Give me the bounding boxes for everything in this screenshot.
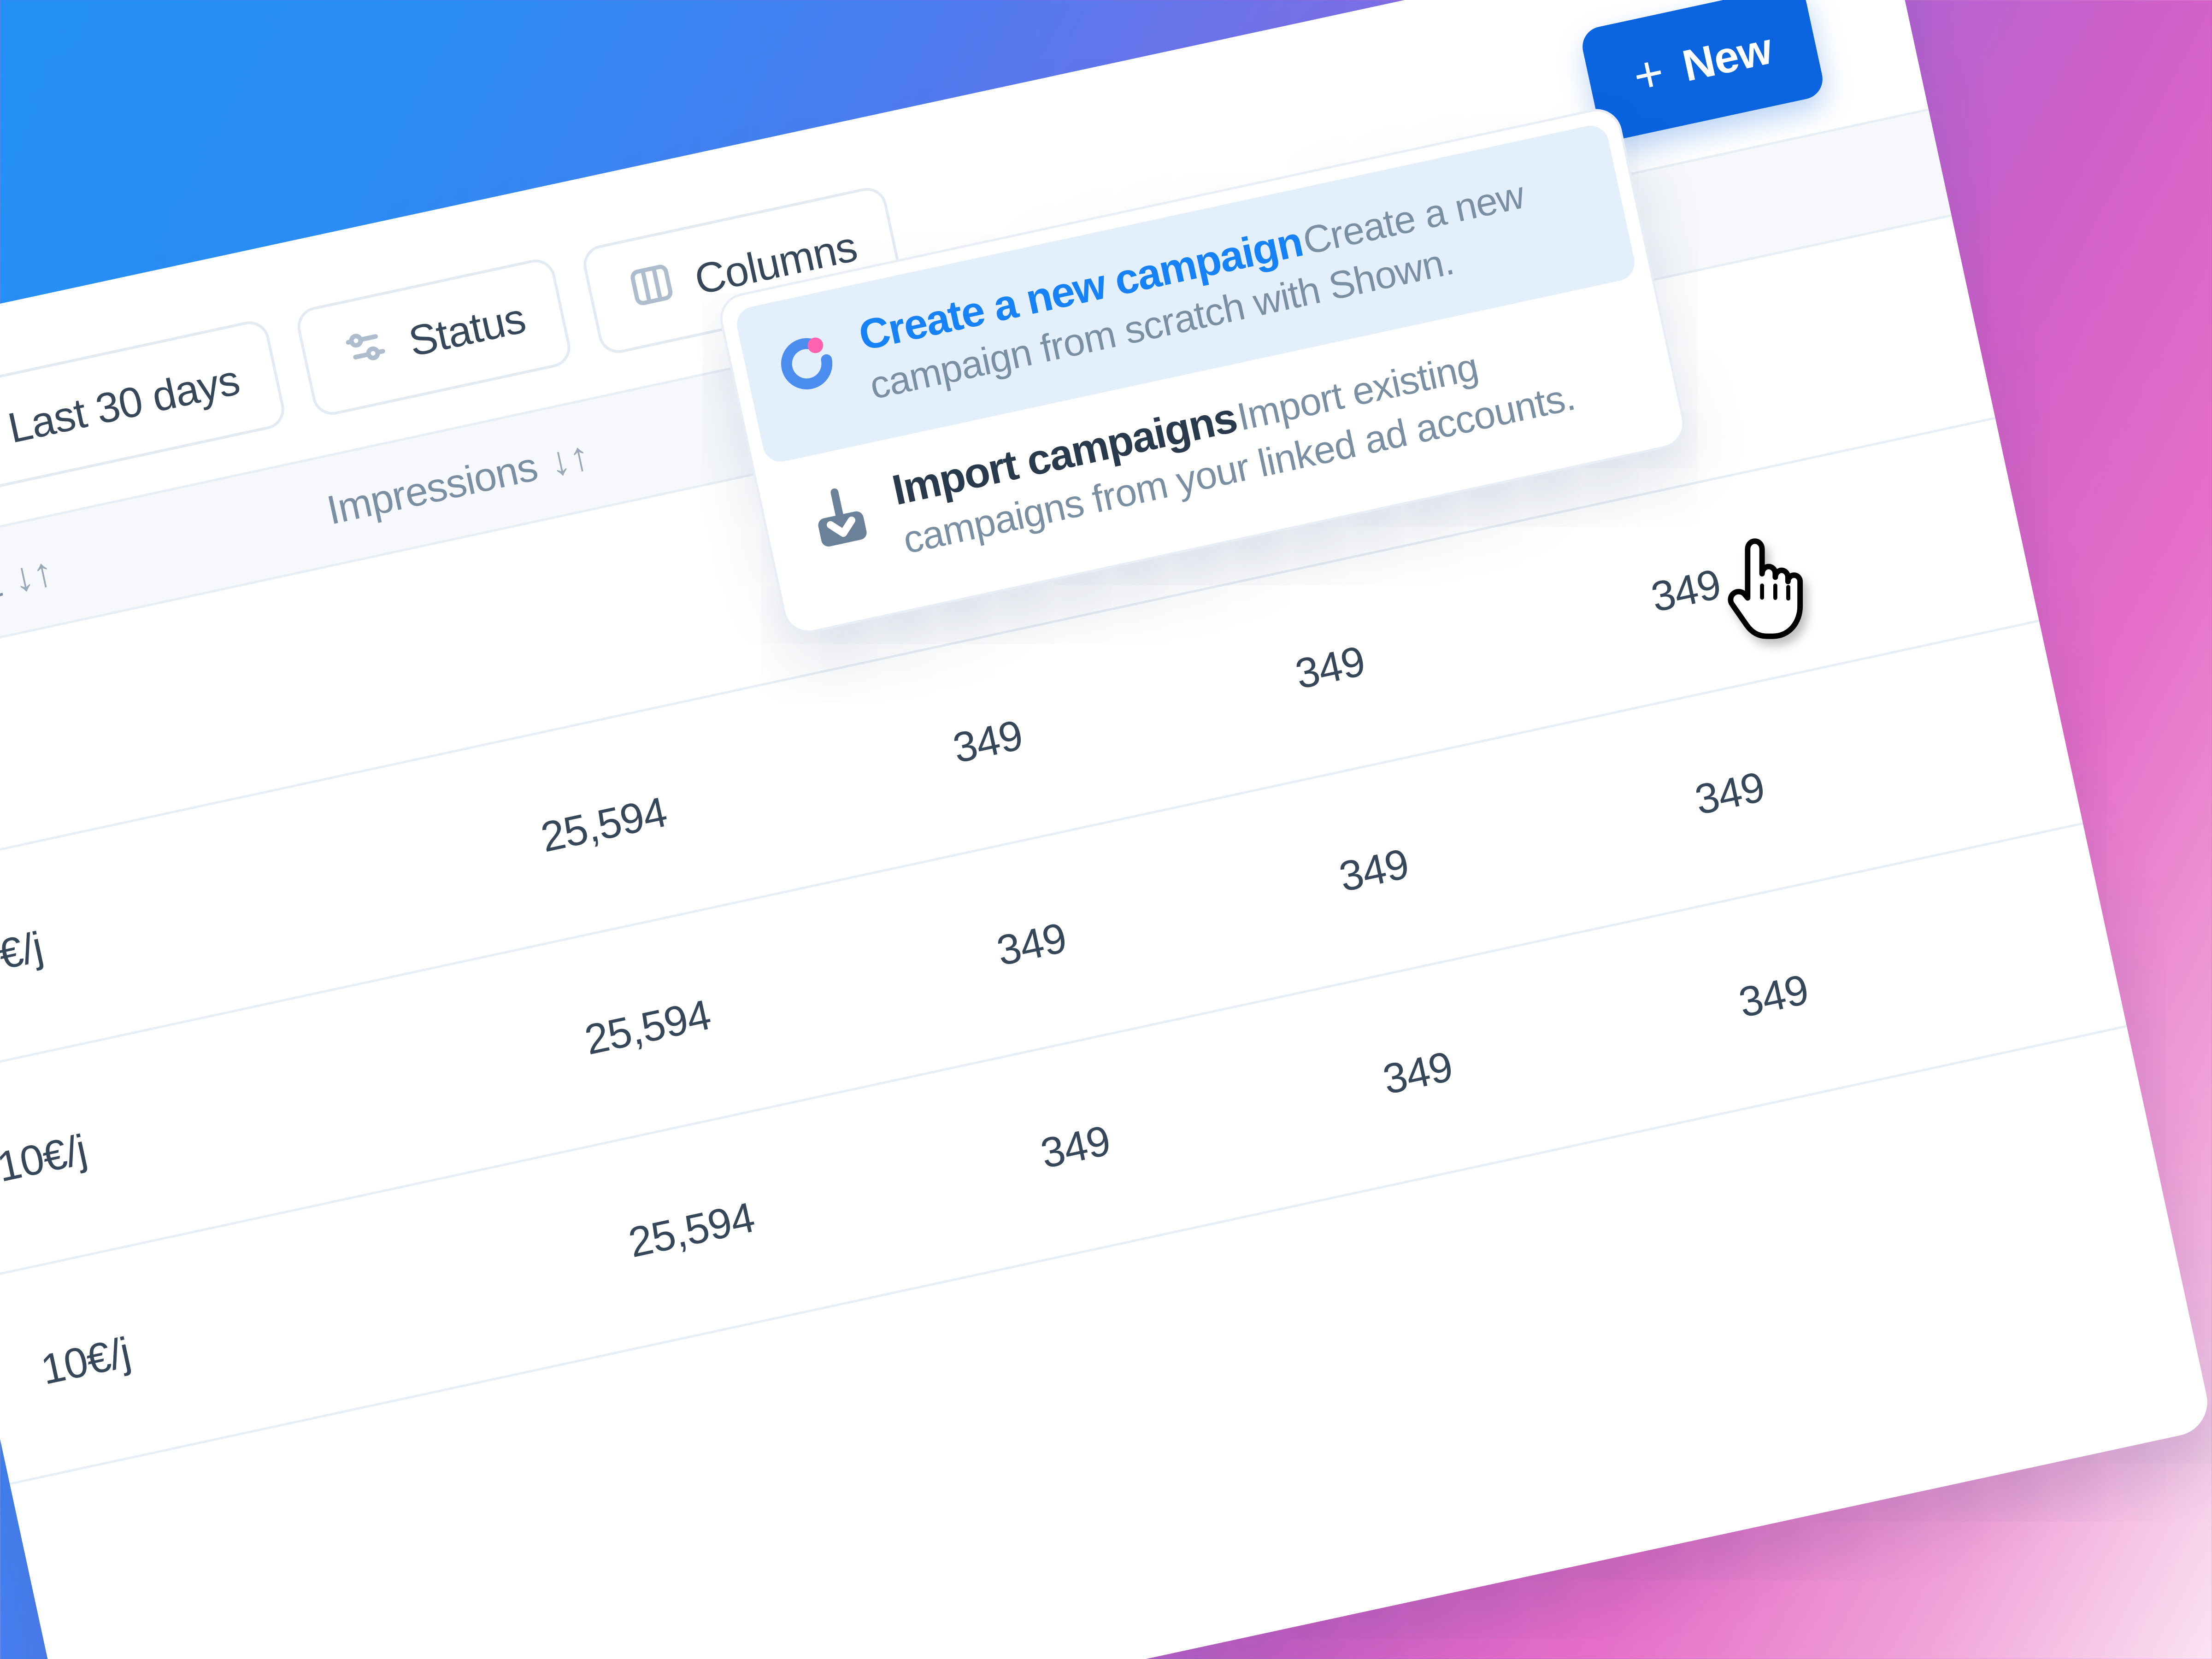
import-download-icon — [799, 477, 882, 561]
cell-clics: 349 — [949, 711, 1027, 772]
cell-cost: 349 — [1647, 560, 1725, 621]
new-dropdown-menu: Create a new campaign Create a new campa… — [715, 104, 1690, 638]
cell-conversions: 349 — [1335, 840, 1413, 901]
cell-clics: 349 — [993, 914, 1071, 975]
sort-icon[interactable]: ↓↑ — [8, 548, 57, 601]
cell-impressions — [226, 597, 676, 694]
cell-cost: 349 — [1735, 965, 1813, 1027]
columns-icon — [623, 257, 682, 324]
cell-budget: 10€/j — [0, 923, 47, 988]
cell-budget: 10€/j — [0, 1126, 91, 1191]
cell-cost: 349 — [1691, 763, 1769, 824]
toolbar: Last 30 days Status Co — [0, 0, 1829, 519]
columns-button[interactable]: Columns — [579, 184, 906, 357]
column-header-budget-label: Budget — [0, 559, 5, 631]
sliders-icon — [337, 318, 396, 385]
menu-item-create-campaign[interactable]: Create a new campaign Create a new campa… — [733, 122, 1638, 465]
cell-budget: 10€/j — [36, 1329, 135, 1394]
status-filter-label: Status — [405, 294, 529, 365]
column-header-impressions-label: Impressions — [323, 443, 541, 533]
sort-icon[interactable]: ↓↑ — [545, 432, 594, 485]
shown-logo-icon — [765, 322, 848, 406]
cell-impressions: 25,594 — [536, 788, 671, 861]
status-filter-button[interactable]: Status — [294, 256, 574, 419]
new-button-label: New — [1678, 24, 1777, 91]
menu-item-import-campaigns[interactable]: Import campaigns Import existing campaig… — [767, 277, 1671, 620]
cell-impressions: 25,594 — [624, 1194, 759, 1267]
cell-conversions: 349 — [1291, 637, 1369, 698]
date-range-filter-label: Last 30 days — [4, 356, 244, 452]
cell-budget — [0, 694, 226, 763]
plus-icon: + — [1628, 43, 1669, 106]
cell-impressions: 25,594 — [581, 991, 715, 1064]
cell-clics: 349 — [1036, 1117, 1115, 1177]
cell-conversions: 349 — [1379, 1042, 1457, 1104]
